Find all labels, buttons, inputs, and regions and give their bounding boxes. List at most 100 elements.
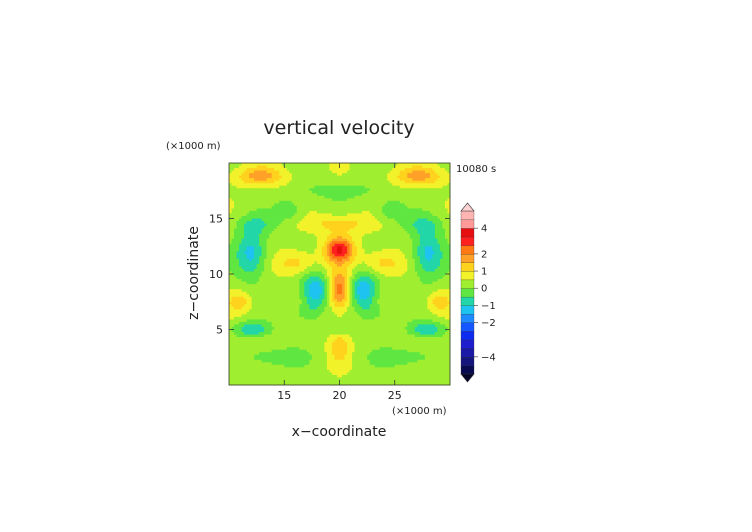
heatmap-cell (349, 314, 353, 318)
heatmap-cell (309, 233, 313, 237)
heatmap-cell (246, 180, 250, 184)
heatmap-cell (306, 261, 310, 265)
heatmap-cell (241, 221, 245, 224)
heatmap-cell (339, 253, 343, 257)
heatmap-cell (229, 339, 232, 343)
heatmap-cell (296, 173, 300, 177)
heatmap-cell (364, 185, 368, 189)
heatmap-cell (301, 198, 305, 202)
heatmap-cell (344, 223, 348, 227)
heatmap-cell (352, 163, 355, 166)
heatmap-cell (309, 203, 313, 207)
heatmap-cell (294, 354, 298, 358)
heatmap-cell (236, 379, 240, 383)
heatmap-cell (324, 185, 328, 189)
heatmap-cell (336, 231, 340, 235)
heatmap-cell (306, 304, 310, 308)
heatmap-cell (354, 261, 358, 265)
heatmap-cell (344, 246, 348, 250)
heatmap-cell (284, 248, 288, 252)
heatmap-cell (254, 183, 258, 187)
heatmap-cell (342, 178, 345, 182)
heatmap-cell (281, 178, 285, 182)
heatmap-cell (259, 190, 263, 194)
heatmap-cell (304, 231, 308, 235)
heatmap-cell (344, 279, 348, 282)
heatmap-cell (331, 213, 335, 217)
heatmap-cell (301, 268, 305, 272)
heatmap-cell (279, 210, 283, 214)
heatmap-cell (369, 238, 373, 242)
heatmap-cell (357, 359, 360, 363)
heatmap-cell (301, 221, 305, 224)
heatmap-cell (344, 268, 348, 272)
heatmap-cell (342, 163, 345, 166)
heatmap-cell (286, 294, 290, 298)
heatmap-cell (271, 258, 275, 262)
heatmap-cell (274, 329, 278, 333)
heatmap-cell (349, 382, 353, 386)
heatmap-cell (331, 367, 335, 371)
heatmap-cell (324, 266, 328, 270)
heatmap-cell (339, 289, 343, 293)
heatmap-cell (334, 311, 338, 315)
heatmap-cell (239, 311, 242, 315)
heatmap-cell (284, 236, 288, 240)
heatmap-cell (266, 165, 270, 169)
heatmap-cell (347, 195, 350, 199)
heatmap-cell (326, 289, 330, 293)
heatmap-cell (251, 344, 255, 348)
heatmap-cell (254, 314, 258, 318)
heatmap-cell (304, 367, 308, 371)
heatmap-cell (259, 210, 263, 214)
heatmap-cell (326, 200, 330, 204)
heatmap-cell (299, 241, 303, 245)
heatmap-cell (296, 261, 300, 265)
heatmap-cell (339, 193, 343, 197)
heatmap-cell (364, 168, 368, 171)
heatmap-cell (342, 274, 345, 277)
heatmap-cell (306, 332, 310, 335)
heatmap-cell (234, 311, 237, 315)
heatmap-cell (244, 248, 247, 252)
heatmap-cell (309, 306, 313, 310)
heatmap-cell (367, 344, 371, 348)
heatmap-cell (294, 372, 298, 376)
heatmap-cell (354, 268, 358, 272)
heatmap-cell (291, 309, 295, 313)
heatmap-cell (261, 221, 265, 224)
heatmap-cell (294, 309, 298, 313)
heatmap-cell (349, 294, 353, 298)
heatmap-cell (264, 261, 268, 265)
heatmap-cell (251, 337, 255, 340)
heatmap-cell (316, 332, 320, 335)
heatmap-cell (367, 334, 371, 338)
heatmap-cell (281, 205, 285, 209)
heatmap-cell (296, 367, 300, 371)
heatmap-cell (357, 319, 360, 323)
heatmap-cell (367, 382, 371, 386)
heatmap-cell (354, 321, 358, 325)
heatmap-cell (246, 289, 250, 293)
heatmap-cell (279, 253, 283, 257)
heatmap-cell (231, 354, 235, 358)
heatmap-cell (259, 309, 263, 313)
heatmap-cell (239, 208, 242, 212)
heatmap-cell (259, 299, 263, 303)
heatmap-cell (316, 215, 320, 219)
heatmap-cell (367, 178, 371, 182)
heatmap-cell (359, 258, 363, 262)
heatmap-cell (261, 367, 265, 371)
heatmap-cell (304, 344, 308, 348)
heatmap-cell (299, 163, 303, 166)
heatmap-cell (329, 316, 333, 320)
heatmap-cell (294, 213, 298, 217)
heatmap-cell (352, 274, 355, 277)
heatmap-cell (251, 311, 255, 315)
heatmap-cell (301, 374, 305, 378)
heatmap-cell (269, 274, 273, 277)
heatmap-cell (246, 339, 250, 343)
heatmap-cell (367, 321, 371, 325)
heatmap-cell (234, 238, 237, 242)
heatmap-cell (347, 178, 350, 182)
